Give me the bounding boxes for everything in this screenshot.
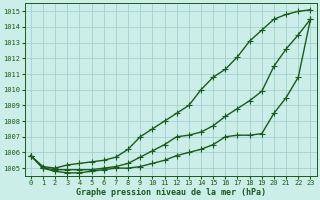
X-axis label: Graphe pression niveau de la mer (hPa): Graphe pression niveau de la mer (hPa) <box>76 188 266 197</box>
